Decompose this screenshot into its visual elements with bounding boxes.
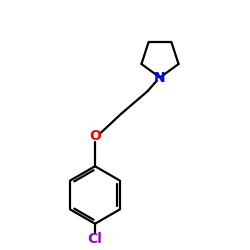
Text: Cl: Cl [88, 232, 102, 246]
Text: N: N [154, 70, 166, 85]
Text: O: O [89, 129, 101, 143]
